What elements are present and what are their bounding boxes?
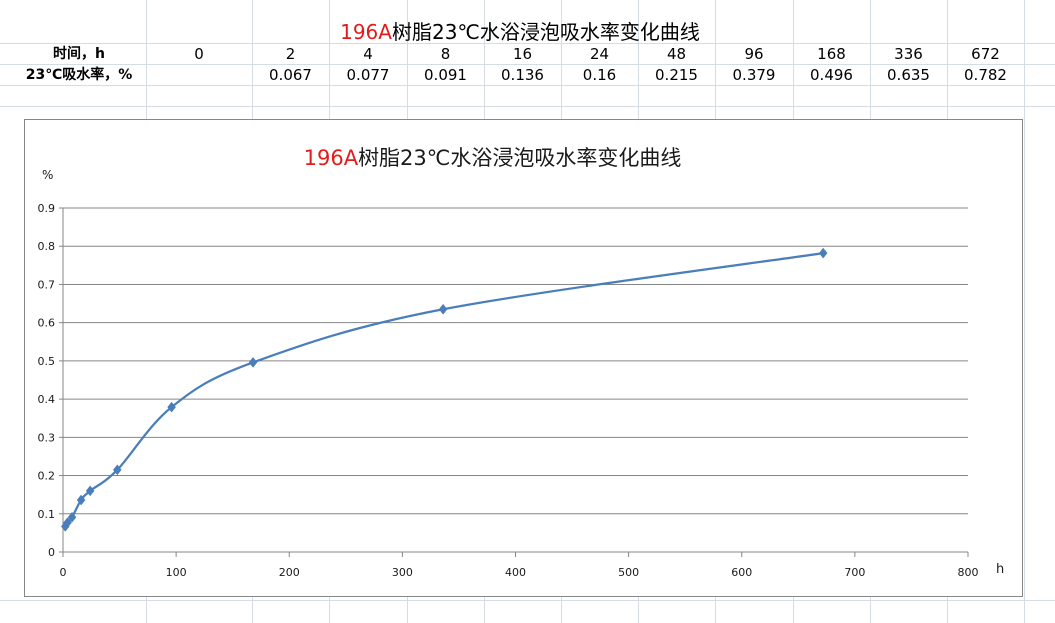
row-divider xyxy=(0,106,1055,107)
hour-cell[interactable]: 0 xyxy=(194,45,204,63)
rate-cell[interactable]: 0.091 xyxy=(424,66,467,84)
hour-cell[interactable]: 672 xyxy=(971,45,1000,63)
rate-cell[interactable]: 0.067 xyxy=(269,66,312,84)
column-divider xyxy=(1024,0,1025,623)
row-divider xyxy=(0,43,1055,44)
row-divider xyxy=(0,64,1055,65)
chart-title: 196A树脂23℃水浴浸泡吸水率变化曲线 xyxy=(0,142,985,172)
sheet-title-prefix: 196A xyxy=(340,20,392,44)
hour-cell[interactable]: 2 xyxy=(285,45,296,63)
sheet-title: 196A树脂23℃水浴浸泡吸水率变化曲线 xyxy=(0,16,1040,45)
hour-cell[interactable]: 4 xyxy=(363,45,373,63)
time-row-label[interactable]: 时间，h xyxy=(53,46,105,62)
rate-cell[interactable]: 0.16 xyxy=(582,66,617,84)
rate-cell[interactable]: 0.379 xyxy=(732,66,776,84)
rate-cell[interactable]: 0.782 xyxy=(964,66,1007,84)
rate-cell[interactable] xyxy=(146,65,252,85)
chart-title-rest: 树脂23℃水浴浸泡吸水率变化曲线 xyxy=(358,146,682,170)
hour-cell[interactable]: 48 xyxy=(666,45,687,63)
hour-cell[interactable]: 16 xyxy=(512,45,533,63)
row-divider xyxy=(0,600,1055,601)
hour-cell[interactable]: 8 xyxy=(440,45,451,63)
rate-cell[interactable]: 0.635 xyxy=(887,66,930,84)
sheet-title-rest: 树脂23℃水浴浸泡吸水率变化曲线 xyxy=(391,20,700,44)
hour-cell[interactable]: 168 xyxy=(817,45,846,63)
hour-cell[interactable]: 96 xyxy=(744,45,764,63)
chart-area[interactable] xyxy=(24,119,1023,597)
hour-cell[interactable]: 24 xyxy=(589,45,610,63)
rate-cell[interactable]: 0.077 xyxy=(346,66,390,84)
rate-row-label[interactable]: 23℃吸水率，% xyxy=(25,67,133,83)
rate-cell[interactable]: 0.136 xyxy=(501,66,544,84)
rate-cell[interactable]: 0.215 xyxy=(655,66,698,84)
chart-title-prefix: 196A xyxy=(303,146,359,170)
hour-cell[interactable]: 336 xyxy=(894,45,923,63)
row-divider xyxy=(0,85,1055,86)
rate-cell[interactable]: 0.496 xyxy=(810,66,853,84)
